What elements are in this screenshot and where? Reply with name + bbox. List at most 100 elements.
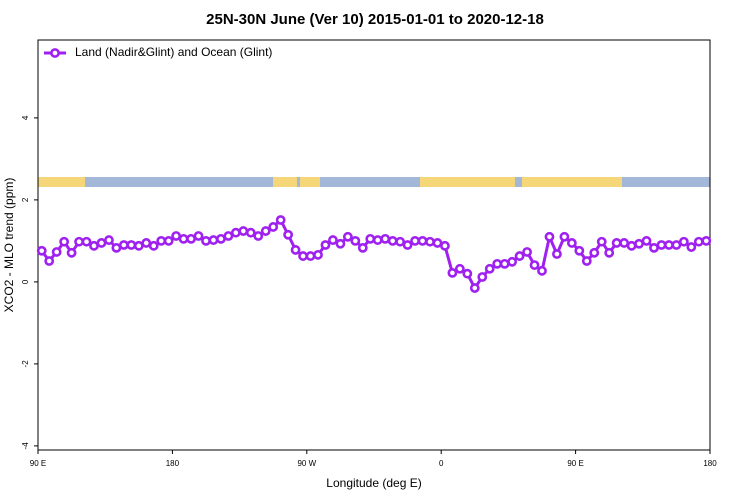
data-point bbox=[193, 231, 204, 241]
data-point bbox=[402, 240, 413, 250]
data-point bbox=[671, 240, 682, 250]
x-tick-label: 90 E bbox=[567, 459, 583, 468]
data-point bbox=[275, 215, 286, 225]
land-band bbox=[420, 177, 515, 187]
data-point bbox=[313, 249, 323, 260]
y-tick-label: -2 bbox=[21, 360, 30, 368]
data-point bbox=[118, 240, 129, 250]
data-point bbox=[395, 236, 406, 247]
data-point bbox=[477, 272, 488, 282]
data-point bbox=[156, 235, 167, 246]
x-axis-label: Longitude (deg E) bbox=[326, 476, 421, 490]
legend-label: Land (Nadir&Glint) and Ocean (Glint) bbox=[75, 45, 272, 59]
y-tick-label: 2 bbox=[21, 197, 30, 202]
data-point bbox=[425, 236, 435, 247]
data-point bbox=[380, 233, 391, 244]
data-point bbox=[335, 238, 346, 249]
data-point bbox=[44, 256, 55, 266]
data-point bbox=[566, 238, 577, 248]
data-point bbox=[514, 251, 525, 261]
data-point bbox=[59, 236, 70, 247]
data-point bbox=[253, 231, 264, 241]
land-band bbox=[300, 177, 320, 187]
data-point bbox=[529, 260, 540, 270]
data-point bbox=[186, 233, 196, 244]
chart-title: 25N-30N June (Ver 10) 2015-01-01 to 2020… bbox=[206, 11, 544, 28]
x-tick-label: 0 bbox=[439, 459, 444, 468]
data-point bbox=[641, 235, 652, 246]
data-point bbox=[619, 238, 630, 248]
legend-marker bbox=[50, 48, 60, 58]
data-point bbox=[126, 240, 137, 250]
data-point bbox=[320, 240, 331, 250]
y-tick-label: 4 bbox=[21, 115, 30, 120]
data-point bbox=[260, 226, 271, 236]
data-point bbox=[178, 233, 189, 244]
data-point bbox=[81, 236, 92, 247]
data-point bbox=[454, 263, 465, 274]
data-point bbox=[492, 258, 503, 269]
data-point bbox=[305, 251, 316, 261]
data-point bbox=[74, 236, 84, 247]
data-point bbox=[649, 242, 659, 253]
data-point bbox=[440, 240, 450, 251]
data-point bbox=[96, 238, 107, 248]
land-band bbox=[38, 177, 85, 187]
data-point bbox=[634, 238, 644, 249]
data-point bbox=[589, 247, 600, 258]
data-point bbox=[686, 242, 697, 252]
data-point bbox=[230, 227, 241, 238]
data-point bbox=[357, 242, 368, 253]
data-point bbox=[372, 235, 383, 245]
y-axis-label: XCO2 - MLO trend (ppm) bbox=[2, 178, 16, 313]
x-tick-label: 180 bbox=[166, 459, 180, 468]
data-point bbox=[66, 247, 77, 258]
data-point bbox=[552, 249, 562, 259]
data-point bbox=[342, 231, 353, 242]
data-point bbox=[462, 268, 473, 279]
data-point bbox=[522, 247, 532, 257]
data-point bbox=[216, 233, 226, 244]
data-point bbox=[611, 238, 622, 248]
land-band bbox=[522, 177, 622, 187]
data-point bbox=[290, 245, 301, 255]
data-point bbox=[208, 235, 219, 245]
data-point bbox=[268, 222, 279, 232]
data-point bbox=[201, 235, 211, 246]
data-point bbox=[51, 247, 62, 257]
data-point bbox=[163, 235, 174, 246]
data-point bbox=[223, 231, 234, 241]
data-point bbox=[245, 227, 256, 238]
land-ocean-strip bbox=[38, 177, 710, 187]
data-point bbox=[432, 238, 443, 248]
data-point bbox=[111, 242, 122, 253]
plot-frame bbox=[37, 39, 711, 451]
data-point bbox=[89, 240, 99, 251]
data-point bbox=[664, 240, 674, 250]
data-point bbox=[469, 283, 480, 293]
data-point bbox=[365, 233, 376, 244]
data-point bbox=[387, 235, 398, 246]
data-point bbox=[447, 267, 458, 278]
data-point bbox=[678, 236, 689, 247]
data-point bbox=[328, 235, 338, 245]
data-point bbox=[417, 235, 428, 246]
data-point bbox=[507, 256, 518, 267]
y-tick-label: 0 bbox=[21, 279, 30, 284]
data-point bbox=[604, 247, 615, 258]
data-point bbox=[581, 256, 592, 266]
data-point bbox=[141, 238, 152, 248]
data-point bbox=[148, 240, 159, 251]
ocean-band bbox=[38, 177, 710, 187]
x-tick-label: 180 bbox=[703, 459, 717, 468]
data-point bbox=[574, 245, 585, 256]
data-point bbox=[693, 236, 704, 247]
x-tick-label: 90 W bbox=[297, 459, 316, 468]
data-point bbox=[133, 240, 144, 251]
data-point bbox=[104, 235, 114, 245]
data-point bbox=[283, 229, 294, 240]
data-point bbox=[350, 235, 361, 246]
data-point bbox=[656, 240, 667, 250]
data-point bbox=[596, 236, 607, 247]
x-tick-label: 90 E bbox=[30, 459, 46, 468]
